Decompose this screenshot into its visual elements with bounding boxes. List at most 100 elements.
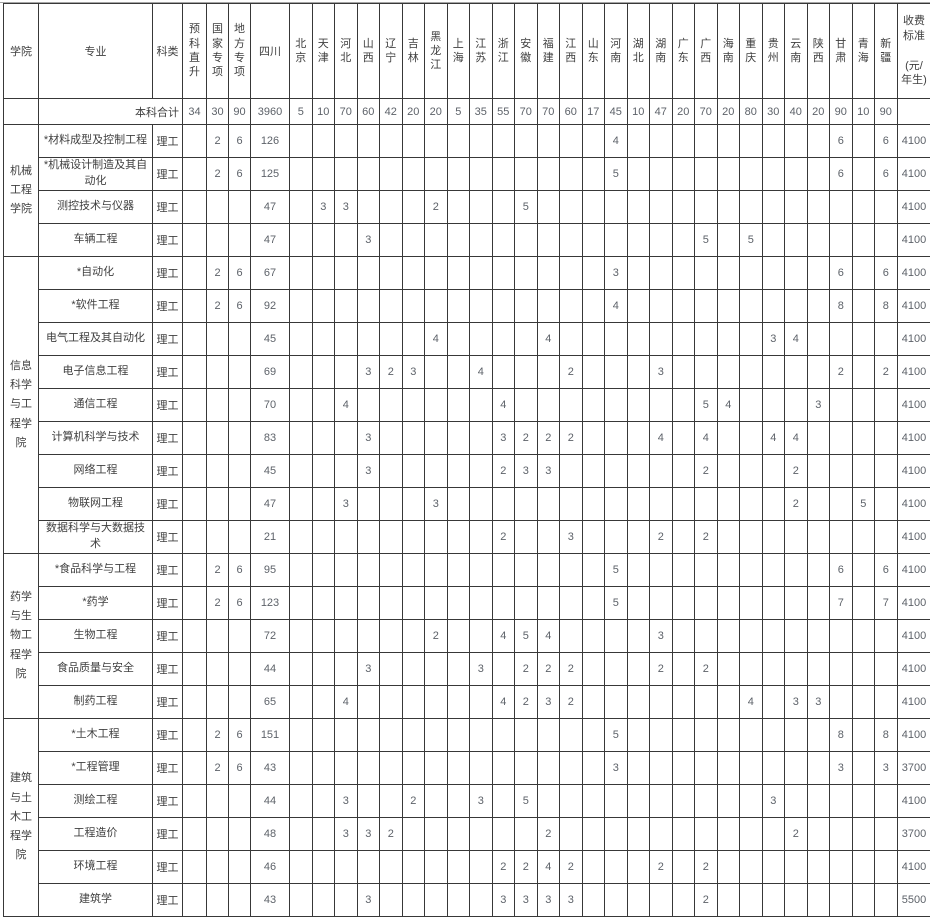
quota-cell (289, 322, 313, 356)
quota-cell (784, 388, 808, 422)
category-cell: 理工 (152, 487, 183, 521)
quota-cell (182, 553, 207, 587)
quota-cell (649, 487, 673, 521)
quota-cell (829, 883, 853, 917)
header-quota-column: 天 津 (311, 3, 335, 99)
quota-cell (206, 487, 229, 521)
quota-cell: 2 (206, 718, 229, 752)
quota-cell (739, 850, 763, 884)
quota-cell (491, 190, 515, 224)
quota-cell (806, 883, 830, 917)
quota-cell (424, 124, 448, 158)
quota-cell (424, 718, 448, 752)
total-value-cell: 90 (874, 98, 898, 125)
header-quota-column: 陕 西 (806, 3, 830, 99)
quota-cell (671, 520, 695, 554)
category-cell: 理工 (152, 322, 183, 356)
quota-cell (806, 784, 830, 818)
quota-cell (356, 289, 380, 323)
quota-cell: 8 (874, 289, 898, 323)
quota-cell (739, 619, 763, 653)
category-cell: 理工 (152, 223, 183, 257)
quota-cell (401, 256, 425, 290)
quota-cell (739, 586, 763, 620)
quota-cell (671, 355, 695, 389)
quota-cell (379, 652, 403, 686)
quota-cell (559, 322, 583, 356)
quota-cell (829, 421, 853, 455)
quota-cell (626, 190, 650, 224)
quota-cell (559, 487, 583, 521)
quota-cell (491, 355, 515, 389)
quota-cell: 3 (401, 355, 425, 389)
fee-cell: 4100 (896, 784, 930, 818)
quota-cell (626, 751, 650, 785)
major-name: 通信工程 (38, 388, 153, 422)
quota-cell (716, 454, 740, 488)
quota-cell (626, 454, 650, 488)
quota-cell: 6 (228, 157, 251, 191)
quota-cell: 2 (559, 685, 583, 719)
quota-cell (446, 619, 470, 653)
quota-cell (829, 817, 853, 851)
quota-cell (424, 520, 448, 554)
college-name: 建筑与土木工程学院 (3, 718, 39, 917)
quota-cell: 5 (694, 388, 718, 422)
quota-cell (536, 157, 560, 191)
quota-cell (671, 190, 695, 224)
quota-cell (514, 718, 538, 752)
quota-cell (784, 850, 808, 884)
quota-cell: 2 (514, 685, 538, 719)
quota-cell (806, 421, 830, 455)
quota-cell (311, 124, 335, 158)
quota-cell (739, 256, 763, 290)
quota-cell (761, 355, 785, 389)
quota-cell (784, 223, 808, 257)
quota-cell (289, 718, 313, 752)
quota-cell (379, 421, 403, 455)
quota-cell (559, 784, 583, 818)
quota-cell (356, 850, 380, 884)
quota-cell: 3 (784, 685, 808, 719)
quota-cell (311, 520, 335, 554)
category-cell: 理工 (152, 817, 183, 851)
quota-cell (649, 256, 673, 290)
quota-cell (469, 124, 493, 158)
quota-cell (829, 190, 853, 224)
quota-cell (829, 223, 853, 257)
quota-cell (739, 652, 763, 686)
quota-cell: 4 (334, 685, 358, 719)
major-name: *药学 (38, 586, 153, 620)
quota-cell (469, 817, 493, 851)
quota-cell: 3 (806, 388, 830, 422)
quota-cell (761, 652, 785, 686)
quota-cell (806, 190, 830, 224)
quota-cell (446, 718, 470, 752)
quota-cell: 4 (784, 421, 808, 455)
quota-cell (446, 157, 470, 191)
quota-cell (379, 454, 403, 488)
quota-cell (761, 190, 785, 224)
quota-cell: 3 (514, 454, 538, 488)
quota-cell (469, 454, 493, 488)
quota-cell (401, 718, 425, 752)
quota-cell (446, 124, 470, 158)
quota-cell (581, 223, 605, 257)
fee-cell: 4100 (896, 190, 930, 224)
quota-cell (671, 487, 695, 521)
quota-cell (581, 850, 605, 884)
quota-cell (182, 850, 207, 884)
quota-cell (228, 190, 251, 224)
quota-cell (446, 487, 470, 521)
quota-cell: 67 (250, 256, 290, 290)
quota-cell: 3 (829, 751, 853, 785)
quota-cell (784, 751, 808, 785)
quota-cell (761, 388, 785, 422)
quota-cell: 8 (829, 289, 853, 323)
quota-cell (311, 388, 335, 422)
quota-cell (356, 256, 380, 290)
quota-cell (761, 850, 785, 884)
quota-cell (874, 883, 898, 917)
quota-cell (604, 388, 628, 422)
quota-cell (536, 520, 560, 554)
